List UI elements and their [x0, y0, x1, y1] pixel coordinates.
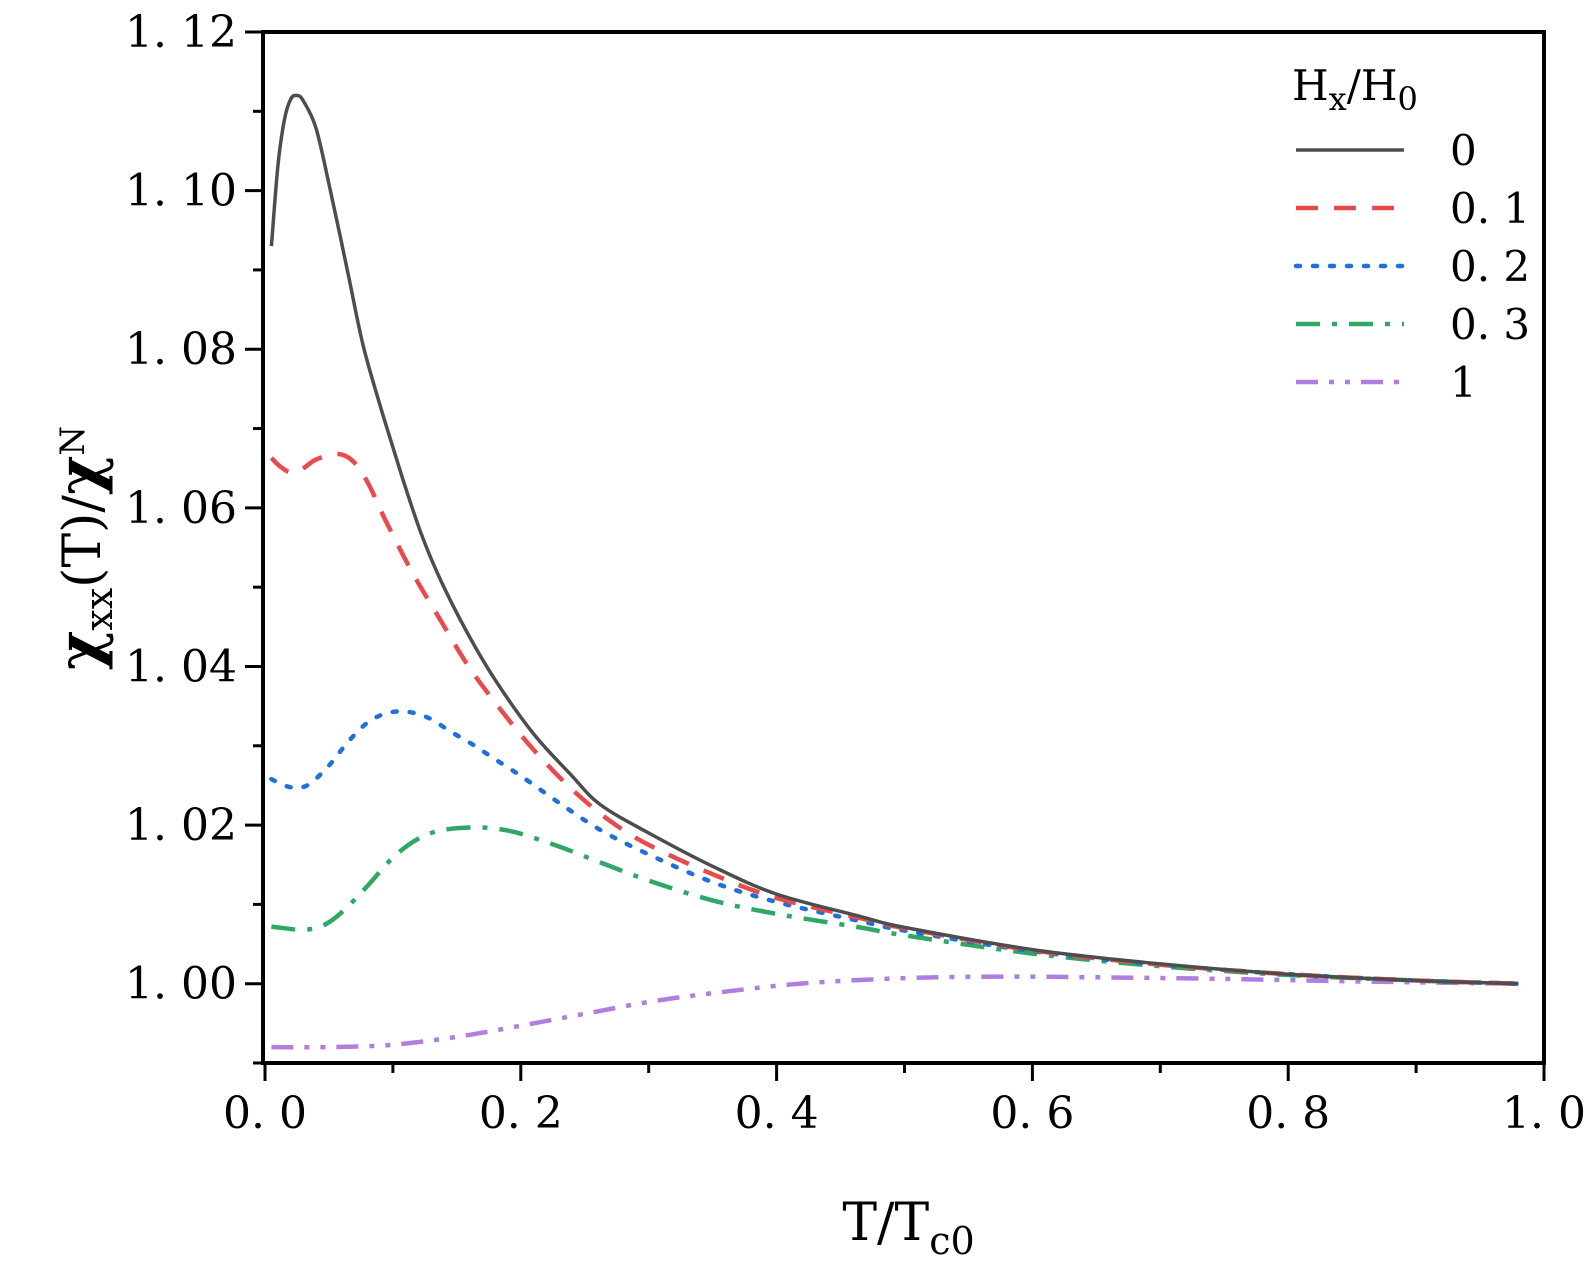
x-axis-label-sub: c0 — [929, 1219, 974, 1263]
x-tick-label: 1. 0 — [1502, 1088, 1586, 1139]
y-tick-label: 1. 02 — [125, 800, 237, 851]
x-axis-label: T/Tc0 — [842, 1193, 974, 1263]
y-tick-label: 1. 08 — [125, 324, 237, 375]
x-tick-label: 0. 2 — [479, 1088, 563, 1139]
legend: Hx/H0 00. 10. 20. 31 — [1292, 61, 1530, 407]
series-line-3 — [271, 825, 1519, 986]
y-tick-label: 1. 10 — [125, 166, 237, 217]
axes — [261, 30, 1546, 1065]
y-tick-label: 1. 06 — [125, 483, 237, 534]
legend-label-1: 0. 1 — [1450, 184, 1530, 233]
y-axis-label: χxx(T)/χN — [45, 426, 121, 670]
legend-title: Hx/H0 — [1292, 61, 1418, 118]
legend-label-3: 0. 3 — [1450, 300, 1530, 349]
y-tick-label: 1. 04 — [125, 641, 237, 692]
series-line-4 — [271, 974, 1519, 1050]
series-line-1 — [269, 451, 1519, 986]
axis-ticks — [245, 30, 1546, 1081]
x-axis-label-main: T/T — [842, 1193, 929, 1253]
series-lines — [269, 93, 1521, 1050]
series-line-0 — [269, 93, 1519, 986]
legend-label-0: 0 — [1450, 126, 1477, 175]
series-line-2 — [269, 709, 1521, 986]
legend-title-sub-0: 0 — [1397, 80, 1417, 118]
legend-label-4: 1 — [1450, 358, 1477, 407]
y-tick-label: 1. 00 — [125, 959, 237, 1010]
y-tick-label: 1. 12 — [125, 7, 237, 58]
y-axis-label-chi-n: χ — [45, 456, 115, 495]
y-axis-label-mid: (T)/ — [53, 495, 113, 588]
legend-label-2: 0. 2 — [1450, 242, 1530, 291]
legend-title-mid: /H — [1347, 61, 1398, 110]
x-tick-label: 0. 6 — [990, 1088, 1074, 1139]
x-tick-label: 0. 8 — [1246, 1088, 1330, 1139]
legend-title-h: H — [1292, 61, 1329, 110]
y-axis-label-sub-n: N — [53, 426, 93, 456]
y-axis-label-chi: χ — [45, 631, 115, 670]
legend-title-sub-x: x — [1329, 80, 1347, 118]
y-axis-label-sub-xx: xx — [77, 588, 121, 631]
x-tick-label: 0. 0 — [223, 1088, 307, 1139]
x-tick-label: 0. 4 — [735, 1088, 819, 1139]
